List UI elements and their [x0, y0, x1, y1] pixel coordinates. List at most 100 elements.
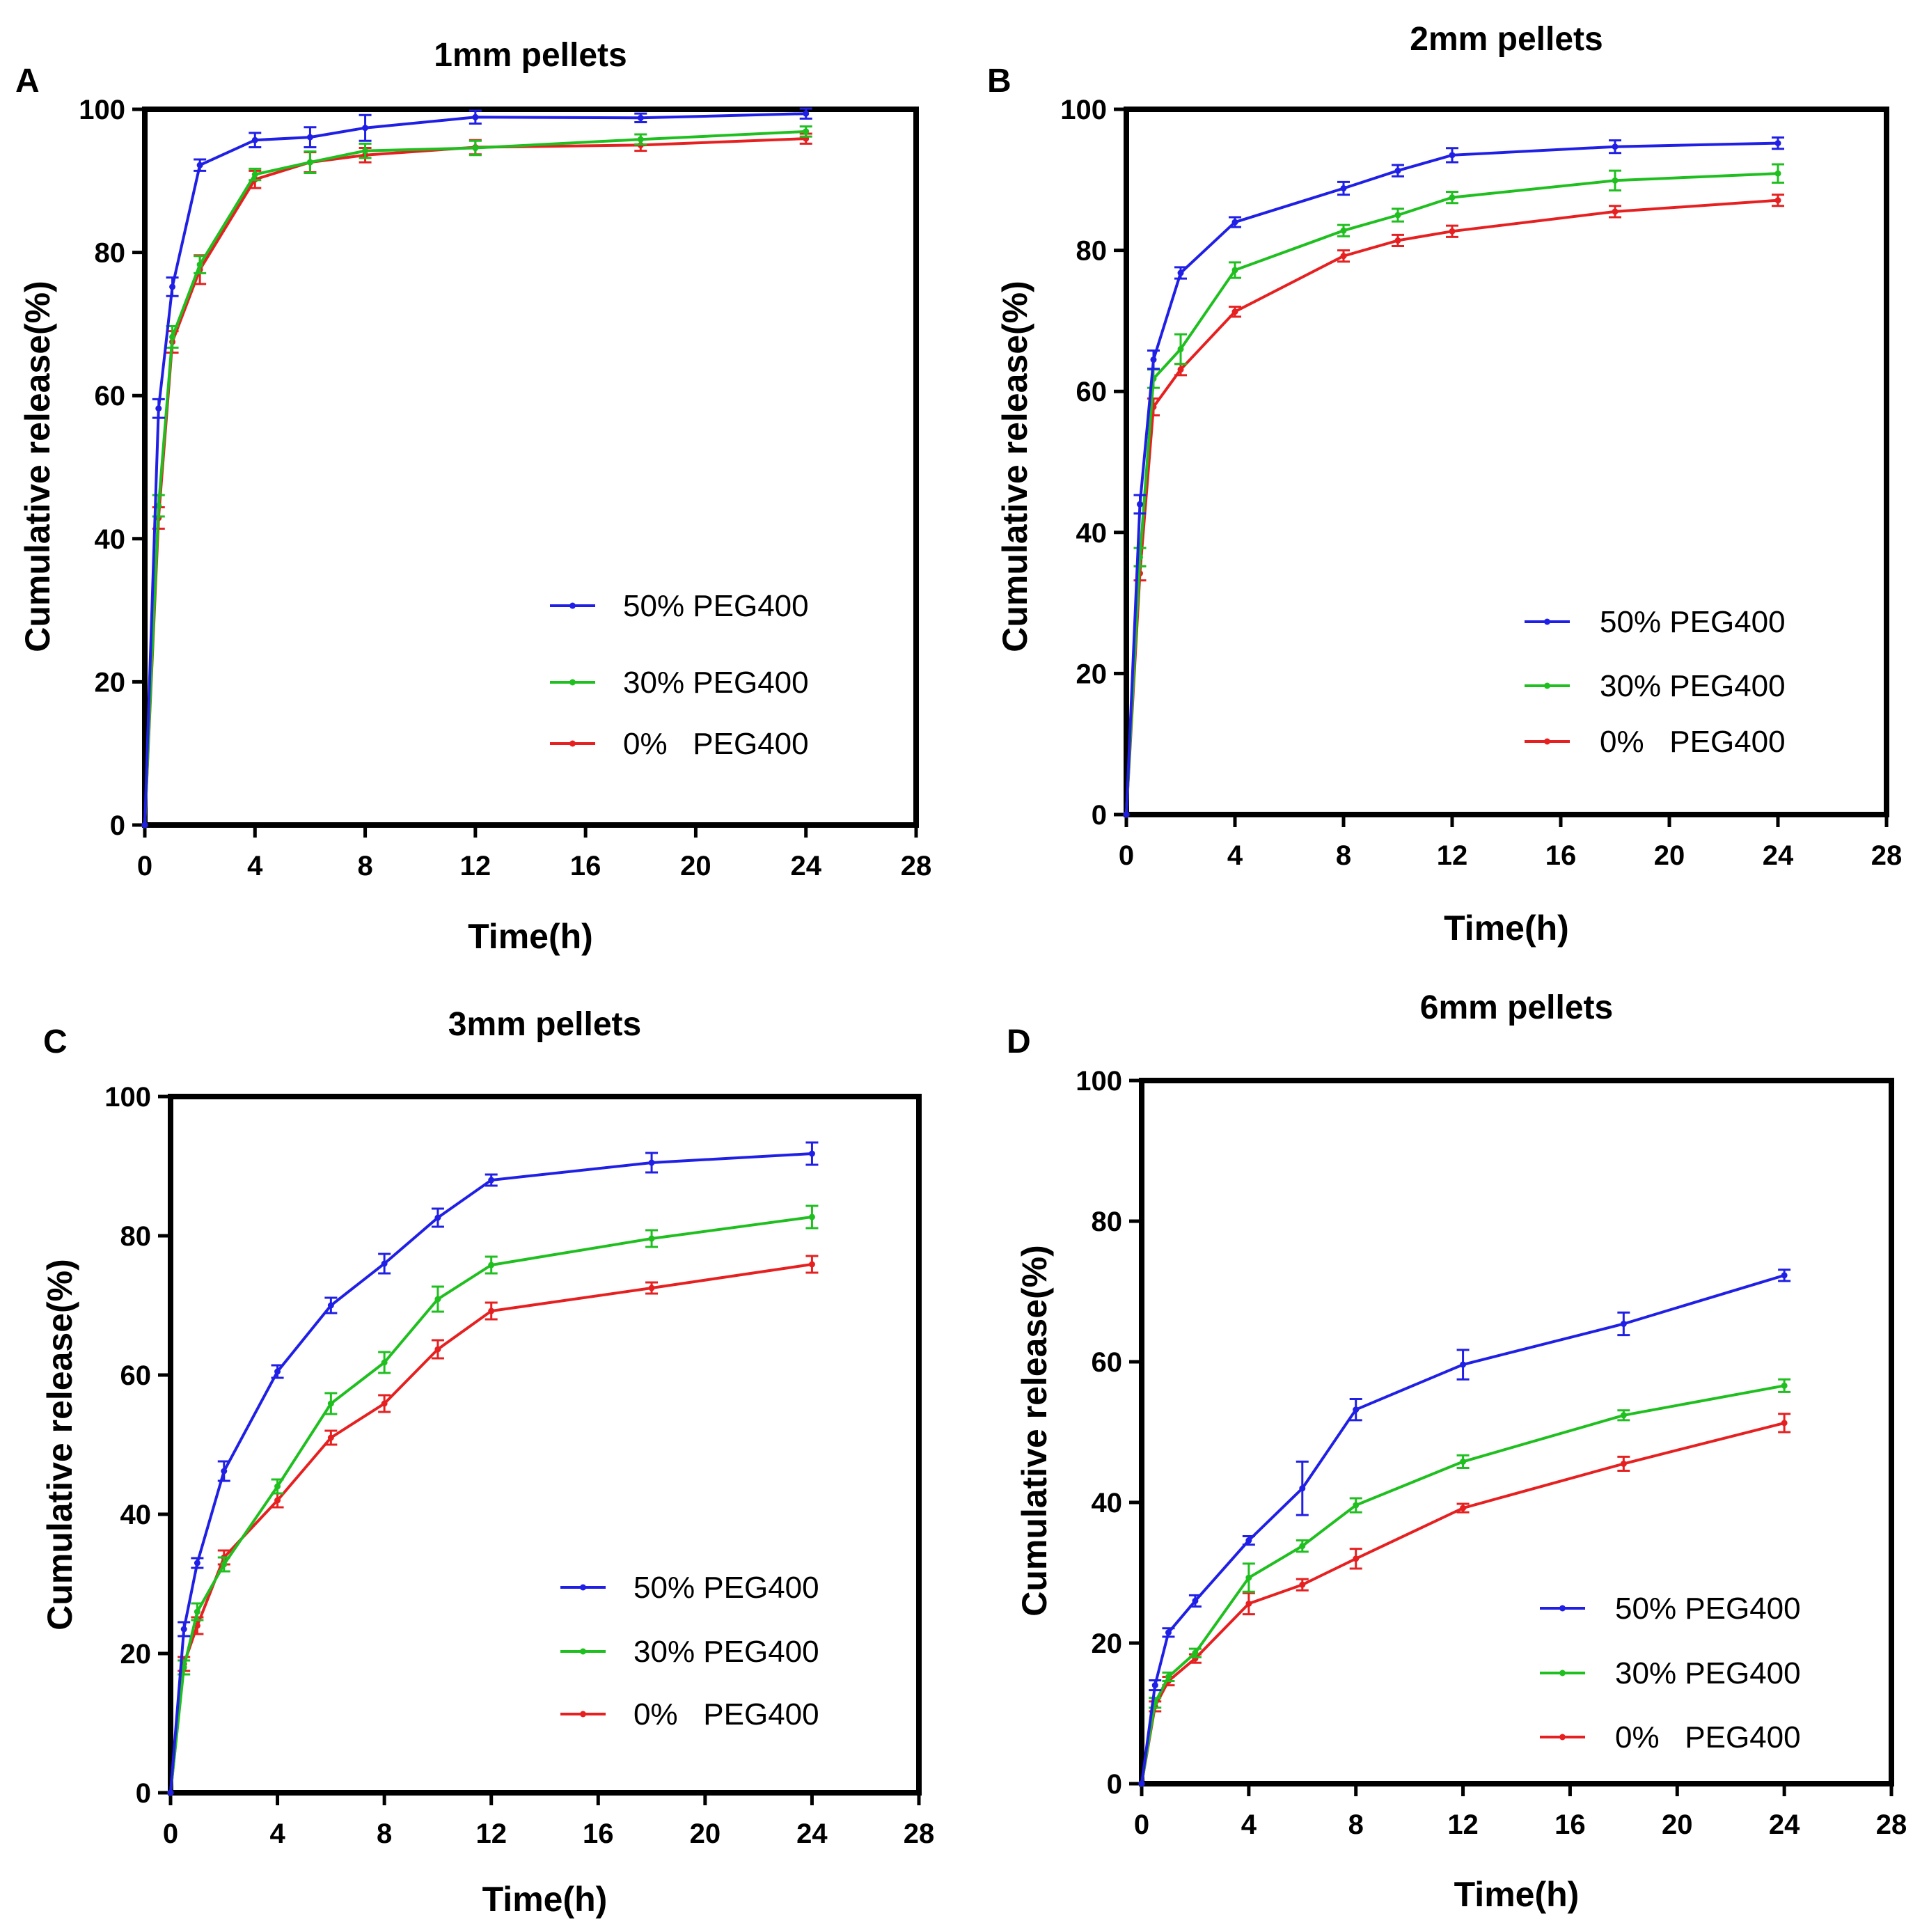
data-point: [141, 822, 148, 828]
data-point: [1449, 152, 1456, 159]
legend-marker: [569, 602, 576, 609]
data-point: [648, 1235, 655, 1242]
x-tick-label: 8: [377, 1819, 392, 1849]
legend-marker: [580, 1648, 586, 1655]
legend-label: 0% PEG400: [633, 1697, 819, 1731]
data-point: [472, 113, 479, 120]
y-tick-label: 20: [1092, 1628, 1123, 1659]
plot-frame: [142, 107, 919, 828]
x-tick-label: 0: [1119, 840, 1134, 871]
legend: 50% PEG400 30% PEG400 0% PEG400: [1540, 1592, 1801, 1754]
y-tick-label: 40: [1092, 1488, 1123, 1518]
legend-marker: [580, 1584, 586, 1591]
data-point: [808, 1261, 815, 1268]
data-point: [1165, 1629, 1172, 1636]
data-point: [1774, 197, 1781, 204]
y-tick-label: 60: [95, 381, 126, 411]
data-point: [169, 283, 176, 290]
y-tick-label: 0: [136, 1778, 151, 1809]
legend-label: 50% PEG400: [1600, 605, 1786, 639]
data-point: [155, 405, 162, 412]
data-point: [472, 145, 479, 152]
data-point: [1460, 1505, 1467, 1511]
y-tick-label: 40: [120, 1500, 152, 1530]
plot-frame: [168, 1094, 922, 1796]
x-tick-label: 4: [1227, 840, 1243, 871]
series-50-peg400: [141, 107, 812, 828]
legend-label: 50% PEG400: [633, 1571, 819, 1605]
legend-label: 30% PEG400: [633, 1635, 819, 1669]
legend-marker: [569, 740, 576, 747]
legend-marker: [1544, 682, 1550, 689]
data-point: [1394, 237, 1401, 244]
data-point: [488, 1262, 495, 1269]
series-line: [1140, 1273, 1785, 1784]
plot-frame: [1139, 1078, 1894, 1786]
data-point: [648, 1159, 655, 1166]
series-line: [143, 112, 806, 826]
x-tick-label: 8: [357, 851, 372, 881]
data-point: [1781, 1382, 1788, 1389]
x-axis-label: Time(h): [1444, 909, 1569, 948]
data-point: [327, 1302, 334, 1309]
data-point: [1620, 1460, 1627, 1467]
data-point: [803, 110, 810, 117]
x-tick-label: 8: [1336, 840, 1351, 871]
data-point: [221, 1468, 228, 1475]
data-point: [803, 128, 810, 135]
x-tick-label: 24: [796, 1819, 828, 1849]
y-tick-label: 40: [95, 524, 126, 555]
series-line: [143, 137, 806, 826]
series-line: [1125, 141, 1779, 815]
legend: 50% PEG400 30% PEG400 0% PEG400: [550, 589, 809, 761]
x-tick-label: 12: [460, 851, 491, 881]
legend-label: 0% PEG400: [1615, 1720, 1801, 1754]
x-tick-label: 0: [163, 1819, 178, 1849]
series-line: [143, 129, 806, 826]
y-axis-label: Cumulative release(%): [18, 281, 57, 652]
data-point: [274, 1483, 281, 1490]
x-tick-label: 20: [680, 851, 711, 881]
y-axis-label: Cumulative release(%): [40, 1259, 79, 1631]
chart-title: 3mm pellets: [448, 1006, 641, 1043]
data-point: [1394, 212, 1401, 219]
x-tick-label: 28: [904, 1819, 935, 1849]
data-point: [808, 1150, 815, 1157]
y-tick-label: 60: [1076, 377, 1108, 407]
y-tick-label: 80: [95, 238, 126, 269]
x-axis-label: Time(h): [482, 1880, 608, 1919]
data-point: [381, 1400, 388, 1407]
data-point: [196, 261, 203, 268]
data-point: [1245, 1600, 1252, 1607]
x-tick-label: 4: [247, 851, 263, 881]
data-point: [1620, 1412, 1627, 1419]
x-tick-label: 20: [690, 1819, 721, 1849]
data-point: [1123, 811, 1130, 818]
series-line: [1140, 1384, 1785, 1784]
series-30-peg400: [141, 125, 812, 828]
legend-marker: [569, 679, 576, 686]
data-point: [362, 148, 369, 155]
series-30-peg400: [1138, 1378, 1791, 1787]
chart-3mm-pellets: 3mm pellets 0 4 8 12 16 20 24 28 0 20 40 60 80 100 Time…: [40, 1006, 934, 1919]
series-line: [1125, 198, 1779, 815]
data-point: [1177, 366, 1184, 373]
panel-letter-d: D: [1007, 1023, 1031, 1060]
x-tick-label: 28: [901, 851, 932, 881]
data-point: [1620, 1320, 1627, 1327]
series-0-peg400: [141, 132, 812, 828]
data-point: [1151, 1682, 1158, 1689]
x-tick-label: 12: [1447, 1809, 1479, 1840]
x-tick-label: 20: [1662, 1809, 1693, 1840]
data-point: [1449, 194, 1456, 201]
legend-marker: [580, 1711, 586, 1718]
data-point: [1299, 1485, 1306, 1492]
y-tick-label: 100: [1076, 1066, 1122, 1097]
data-point: [194, 1560, 200, 1566]
data-point: [637, 136, 644, 143]
panel-letter-b: B: [987, 63, 1011, 100]
data-point: [1774, 170, 1781, 177]
data-point: [221, 1561, 228, 1568]
data-point: [1460, 1361, 1467, 1368]
